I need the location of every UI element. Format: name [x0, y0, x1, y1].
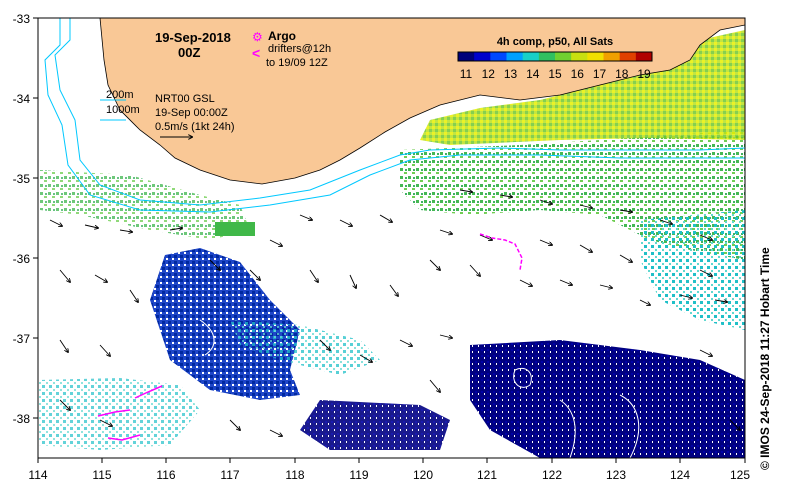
colorbar-swatch	[619, 52, 637, 61]
lat-label: -34	[13, 92, 31, 106]
lon-label: 121	[477, 468, 497, 482]
depth-1000-label: 1000m	[106, 104, 140, 116]
lon-label: 117	[220, 468, 239, 482]
imos-credit: © IMOS 24-Sep-2018 11:27 Hobart Time	[758, 247, 772, 470]
depth-200-label: 200m	[106, 89, 134, 101]
colorbar-swatch	[571, 52, 588, 61]
lon-label: 118	[285, 468, 304, 482]
colorbar-tick-label: 14	[526, 67, 540, 81]
colorbar-tick-label: 17	[593, 67, 607, 81]
lon-label: 114	[28, 468, 47, 482]
drifter-icon: <	[252, 45, 260, 61]
colorbar-swatch	[555, 52, 572, 61]
colorbar-swatch	[587, 52, 604, 61]
colorbar-swatch	[458, 52, 475, 61]
lon-label: 115	[92, 468, 111, 482]
plot-frame	[37, 17, 746, 459]
lat-label: -37	[13, 332, 31, 346]
colorbar-swatch	[490, 52, 507, 61]
lon-label: 123	[606, 468, 626, 482]
colorbar-swatch	[522, 52, 540, 61]
longitude-labels: 114 115 116 117 118 119 120 121 122 123 …	[28, 468, 750, 482]
bathymetry-contours	[44, 18, 745, 213]
current-vectors	[49, 190, 740, 436]
colorbar-tick-label: 13	[504, 67, 518, 81]
axis-ticks	[33, 17, 746, 463]
argo-icon: ⚙	[252, 30, 263, 44]
map-time-title: 00Z	[178, 45, 200, 60]
lon-label: 116	[156, 468, 175, 482]
colorbar-swatch	[603, 52, 621, 61]
lon-label: 122	[542, 468, 562, 482]
colorbar-swatch	[635, 52, 653, 61]
colorbar	[457, 51, 653, 62]
sst-contours	[199, 319, 640, 458]
legend-drifters-time: to 19/09 12Z	[266, 57, 328, 69]
lat-label: -33	[13, 12, 31, 26]
colorbar-swatch	[538, 52, 556, 61]
lat-label: -35	[13, 172, 31, 186]
colorbar-title: 4h comp, p50, All Sats	[497, 36, 613, 48]
lon-label: 124	[670, 468, 690, 482]
colorbar-tick-label: 19	[637, 67, 651, 81]
colorbar-tick-label: 18	[615, 67, 629, 81]
lat-label: -38	[13, 412, 31, 426]
colorbar-frame	[457, 51, 653, 62]
colorbar-tick-label: 11	[460, 67, 473, 81]
nrt-product-label: NRT00 GSL	[155, 93, 215, 105]
colorbar-tick-label: 15	[548, 67, 562, 81]
lat-label: -36	[13, 252, 31, 266]
lon-label: 119	[349, 468, 368, 482]
colorbar-swatch	[474, 52, 491, 61]
nrt-date-label: 19-Sep 00:00Z	[155, 107, 228, 119]
legend-drifters: drifters@12h	[268, 43, 331, 55]
lon-label: 120	[413, 468, 433, 482]
lon-label: 125	[730, 468, 750, 482]
colorbar-swatch	[506, 52, 524, 61]
nrt-scale-label: 0.5m/s (1kt 24h)	[155, 121, 234, 133]
legend-argo: Argo	[268, 29, 296, 43]
drifter-tracks	[97, 233, 523, 441]
latitude-labels: -33 -34 -35 -36 -37 -38	[13, 12, 31, 426]
map-date-title: 19-Sep-2018	[155, 30, 231, 45]
colorbar-tick-label: 16	[571, 67, 585, 81]
colorbar-ticks: 11 12 13 14 15 16 17 18 19	[460, 67, 651, 81]
colorbar-tick-label: 12	[482, 67, 496, 81]
